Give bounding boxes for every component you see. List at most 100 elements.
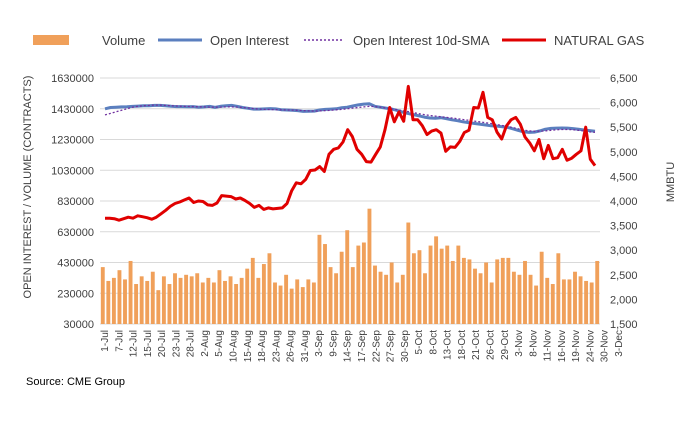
volume-bar <box>467 259 472 324</box>
volume-bar <box>528 274 533 324</box>
volume-bar <box>561 279 566 324</box>
x-tick-label: 3-Dec <box>614 330 625 357</box>
x-tick-label: 13-Oct <box>443 330 454 360</box>
volume-bar <box>384 274 389 324</box>
legend-label: Volume <box>102 33 145 48</box>
x-tick-label: 12-Jul <box>129 330 140 357</box>
x-tick-label: 9-Sep <box>328 330 339 357</box>
x-tick-label: 16-Nov <box>557 330 568 362</box>
volume-bar <box>323 244 327 324</box>
volume-bar <box>123 279 127 324</box>
right-tick-label: 4,500 <box>610 171 638 183</box>
volume-bar <box>434 236 439 324</box>
volume-bar <box>156 290 161 324</box>
volume-bar <box>273 282 277 324</box>
volume-bar <box>428 245 433 324</box>
volume-bar <box>367 208 372 324</box>
volume-bar <box>556 253 561 324</box>
volume-bar <box>573 271 577 324</box>
volume-bar <box>267 253 272 324</box>
legend-label: Open Interest <box>210 33 289 48</box>
volume-bar <box>200 282 205 324</box>
volume-bar <box>345 230 350 324</box>
volume-bar <box>584 280 589 324</box>
x-tick-label: 30-Nov <box>600 330 611 362</box>
volume-bar <box>456 245 461 324</box>
left-tick-label: 830000 <box>57 196 94 208</box>
x-axis: 1-Jul 7-Jul 12-Jul 15-Jul 20-Jul 23-Jul 28-Jul… <box>100 330 625 363</box>
left-tick-label: 430000 <box>57 258 94 270</box>
volume-bar <box>295 279 300 324</box>
volume-bar <box>523 260 527 324</box>
x-tick-label: 10-Aug <box>229 330 240 362</box>
x-tick-label: 18-Oct <box>457 330 468 360</box>
volume-bar <box>417 250 422 324</box>
volume-bar <box>489 282 494 324</box>
volume-bar <box>534 285 539 324</box>
open-interest-line <box>104 102 596 134</box>
volume-bar <box>250 257 255 324</box>
x-tick-label: 30-Sep <box>400 330 411 363</box>
x-tick-label: 21-Oct <box>471 330 482 360</box>
volume-bar <box>300 287 305 324</box>
left-tick-label: 1030000 <box>51 165 94 177</box>
right-tick-label: 1,500 <box>610 319 638 331</box>
volume-bar <box>478 273 483 324</box>
volume-bar <box>461 257 466 324</box>
volume-bar <box>139 276 144 324</box>
volume-bar <box>328 267 333 324</box>
left-tick-label: 30000 <box>63 319 94 331</box>
volume-bar <box>184 274 189 324</box>
line-series <box>104 84 597 222</box>
x-tick-label: 14-Sep <box>343 330 354 363</box>
volume-bar <box>106 280 111 324</box>
volume-bar <box>173 273 177 324</box>
volume-bar <box>589 282 594 324</box>
volume-bar <box>545 277 550 324</box>
x-tick-label: 23-Jul <box>171 330 182 357</box>
volume-bar <box>145 280 150 324</box>
volume-bar <box>511 271 516 324</box>
volume-bar <box>356 245 361 324</box>
right-tick-label: 5,500 <box>610 122 638 134</box>
left-tick-label: 1630000 <box>51 73 94 85</box>
x-tick-label: 24-Nov <box>585 330 596 362</box>
volume-bar <box>334 273 339 324</box>
right-tick-label: 3,500 <box>610 221 638 233</box>
x-tick-label: 26-Aug <box>286 330 297 362</box>
x-tick-label: 31-Aug <box>300 330 311 362</box>
volume-bar <box>539 251 544 324</box>
volume-bar <box>495 259 500 324</box>
volume-bar <box>217 270 222 324</box>
right-axis: 6,500 6,000 5,500 5,000 4,500 4,000 3,500 3,000… <box>610 73 638 331</box>
gridlines <box>100 77 600 325</box>
x-tick-label: 5-Oct <box>414 330 425 355</box>
volume-bar <box>167 284 172 324</box>
volume-bar <box>261 264 266 324</box>
right-tick-label: 2,000 <box>610 294 638 306</box>
volume-bar <box>406 222 411 324</box>
legend-swatch-volume <box>33 35 69 45</box>
volume-bar <box>289 288 294 324</box>
left-tick-label: 1430000 <box>51 104 94 116</box>
left-tick-label: 230000 <box>57 288 94 300</box>
x-tick-label: 8-Nov <box>528 330 539 357</box>
volume-bar <box>111 277 116 324</box>
left-axis: 1630000 1430000 1230000 1030000 830000 630000… <box>51 73 94 331</box>
volume-bar <box>134 284 139 324</box>
x-tick-label: 23-Aug <box>271 330 282 362</box>
volume-bar <box>100 267 105 324</box>
x-tick-label: 3-Sep <box>314 330 325 357</box>
volume-bar <box>195 273 200 324</box>
volume-bar <box>423 273 427 324</box>
x-tick-label: 26-Oct <box>486 330 497 360</box>
x-tick-label: 15-Jul <box>143 330 154 357</box>
volume-bar <box>239 277 244 324</box>
volume-bar <box>311 282 316 324</box>
volume-bar <box>578 276 583 324</box>
legend-label: Open Interest 10d-SMA <box>353 33 490 48</box>
natural-gas-price-line <box>105 84 597 222</box>
volume-series <box>100 208 600 324</box>
